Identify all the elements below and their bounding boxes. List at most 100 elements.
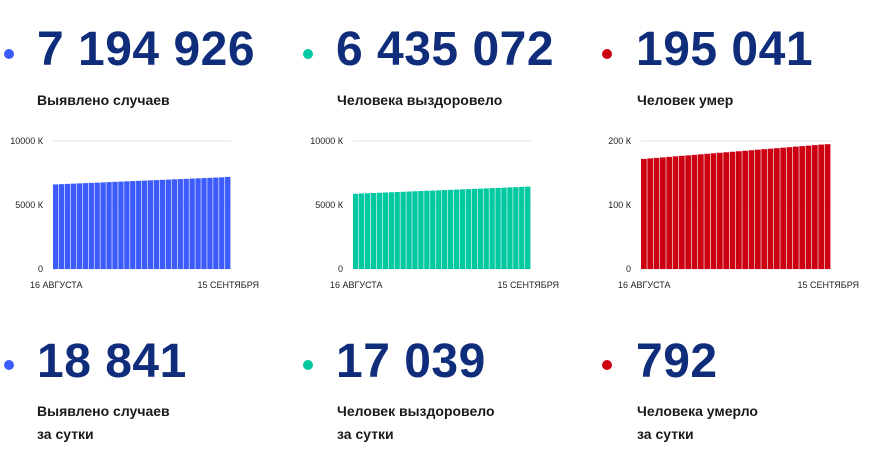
bar (153, 180, 160, 269)
bar (94, 182, 100, 269)
bar (736, 151, 742, 269)
daily-cases-label-line1: Выявлено случаев (37, 403, 170, 419)
bar (142, 180, 148, 269)
bar (519, 186, 525, 269)
bar (183, 178, 189, 269)
bar (88, 182, 94, 269)
bar (136, 180, 142, 269)
bar (767, 148, 774, 269)
x-start-label: 16 АВГУСТА (330, 280, 383, 290)
bar (812, 145, 818, 269)
bar (147, 180, 154, 269)
bar (799, 146, 806, 269)
bar (364, 193, 371, 269)
bar (641, 158, 647, 269)
bar (376, 192, 383, 269)
bar (394, 192, 400, 269)
bar (710, 153, 717, 269)
recovered-chart: 0 5000 К 10000 К 16 АВГУСТА 15 СЕНТЯБРЯ (310, 136, 559, 290)
bar (406, 191, 412, 269)
bar (698, 154, 704, 269)
x-end-label: 15 СЕНТЯБРЯ (497, 280, 559, 290)
bar (459, 189, 466, 269)
bar (195, 178, 201, 269)
bar (824, 144, 831, 269)
bar (489, 188, 495, 269)
bar (358, 193, 365, 269)
bar (213, 177, 219, 269)
bar (219, 177, 225, 269)
bar (106, 182, 112, 269)
bar (412, 191, 418, 269)
bar (525, 186, 531, 269)
bar (388, 192, 394, 269)
recovered-dot-icon (303, 49, 313, 59)
y-tick-label: 5000 К (315, 200, 344, 210)
total-deaths-value: 195 041 (636, 23, 814, 76)
bar (793, 146, 799, 269)
bar (729, 151, 736, 269)
bar (748, 150, 755, 269)
y-tick-label: 10000 К (10, 136, 44, 146)
bar (159, 179, 166, 269)
bar (679, 155, 685, 269)
daily-deaths-label-line1: Человека умерло (637, 403, 758, 419)
bar (112, 181, 118, 269)
daily-recovered-value: 17 039 (336, 335, 486, 388)
bar (82, 183, 88, 269)
bar (742, 150, 749, 269)
bar (53, 184, 59, 269)
charts-area: 0 5000 К 10000 К 16 АВГУСТА 15 СЕНТЯБРЯ 0 500… (10, 136, 859, 290)
bar (400, 191, 406, 269)
bar (691, 154, 698, 269)
bar (647, 158, 654, 269)
daily-recovered-label-line1: Человек выздоровело (337, 403, 495, 419)
bar (805, 145, 812, 269)
x-end-label: 15 СЕНТЯБРЯ (797, 280, 859, 290)
daily-deaths-value: 792 (636, 335, 718, 388)
bar (171, 179, 177, 269)
bar (723, 152, 730, 269)
bar (477, 188, 483, 269)
bar (507, 187, 513, 269)
deaths-dot-icon (602, 49, 612, 59)
bar (501, 187, 507, 269)
bar (761, 149, 768, 269)
bar (717, 152, 723, 269)
bar (424, 190, 430, 269)
bar (786, 147, 793, 269)
y-tick-label: 10000 К (310, 136, 344, 146)
bar (465, 189, 472, 269)
bar (660, 157, 666, 269)
bar (64, 183, 71, 269)
y-tick-label: 100 К (608, 200, 632, 210)
bar (118, 181, 124, 269)
bar (774, 148, 780, 269)
total-cases-value: 7 194 926 (37, 23, 256, 76)
bar (447, 189, 454, 269)
bar (672, 156, 679, 269)
bar (430, 190, 436, 269)
total-cases-label: Выявлено случаев (37, 92, 170, 108)
daily-cases-label-line2: за сутки (37, 426, 94, 442)
bar (780, 147, 787, 269)
deaths-chart: 0 100 К 200 К 16 АВГУСТА 15 СЕНТЯБРЯ (608, 136, 859, 290)
bar (471, 188, 477, 269)
bar (513, 187, 519, 269)
total-recovered-label: Человека выздоровело (337, 92, 503, 108)
bar (495, 187, 501, 269)
bar (685, 155, 692, 269)
bar (755, 149, 761, 269)
bar (704, 153, 711, 269)
y-tick-label: 5000 К (15, 200, 44, 210)
daily-recovered-label-line2: за сутки (337, 426, 394, 442)
bar (418, 191, 424, 269)
y-tick-label: 0 (338, 264, 343, 274)
y-tick-label: 0 (626, 264, 631, 274)
total-recovered-value: 6 435 072 (336, 23, 555, 76)
bar (666, 156, 673, 269)
daily-cases-dot-icon (4, 360, 14, 370)
bar (58, 184, 65, 269)
daily-deaths-dot-icon (602, 360, 612, 370)
bar (70, 183, 77, 269)
